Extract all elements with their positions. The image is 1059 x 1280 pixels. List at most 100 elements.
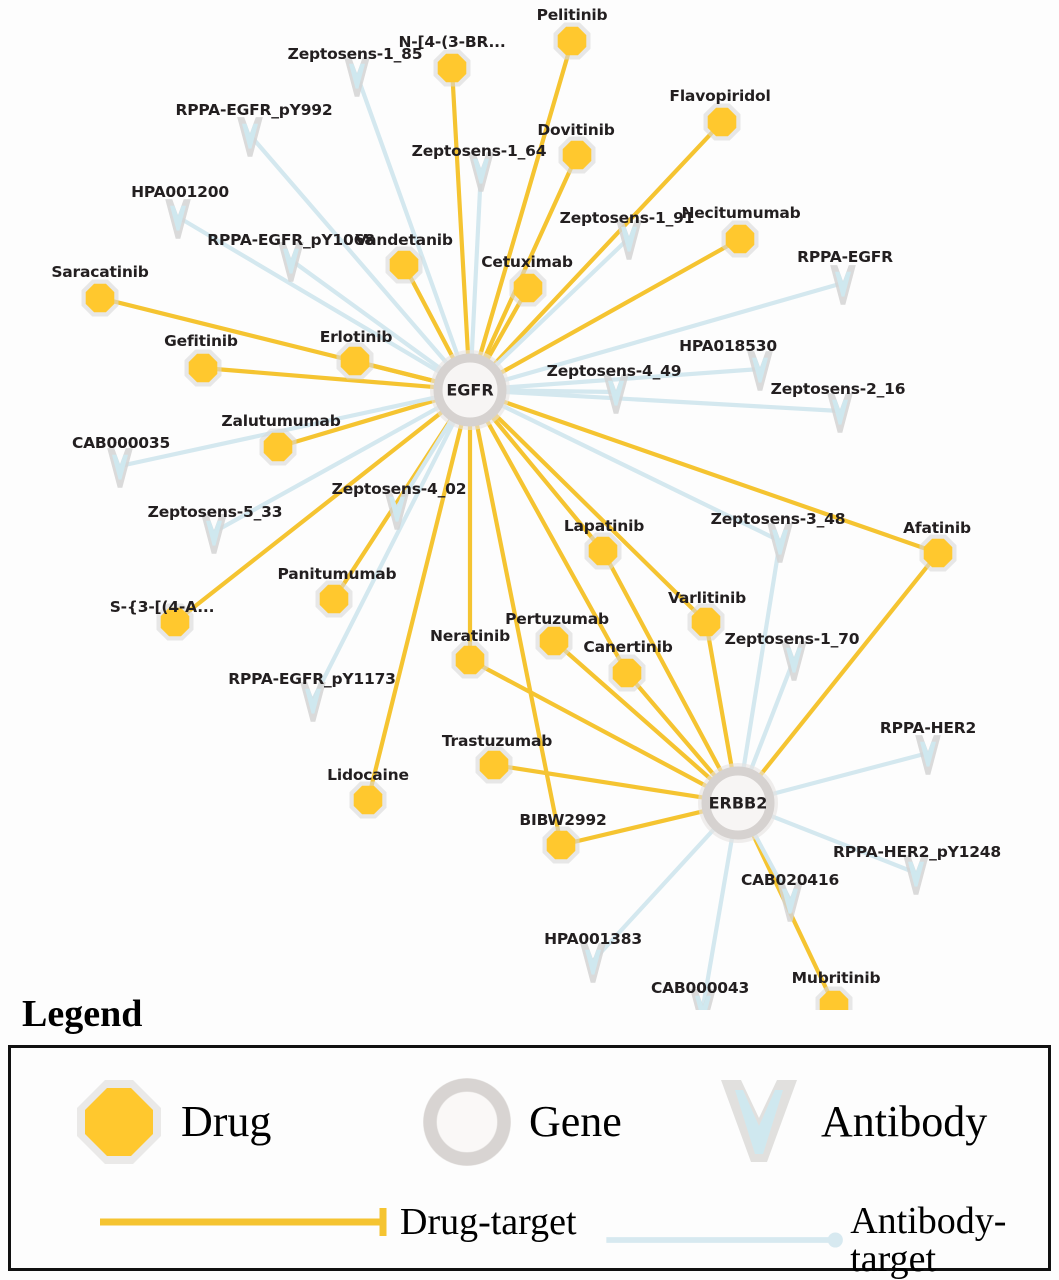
antibody-node[interactable] bbox=[772, 529, 788, 555]
drug-node[interactable] bbox=[539, 626, 569, 656]
antibody-target-edge bbox=[469, 167, 484, 362]
legend-shape-row: Drug Gene Antibody bbox=[11, 1066, 1048, 1176]
antibody-node[interactable] bbox=[835, 271, 851, 297]
drug-target-edge bbox=[600, 548, 726, 778]
antibody-node[interactable] bbox=[920, 741, 936, 767]
drug-node[interactable] bbox=[188, 353, 218, 383]
drug-node[interactable] bbox=[85, 283, 115, 313]
antibody-target-edge bbox=[247, 132, 452, 369]
drug-target-edge bbox=[467, 657, 713, 791]
antibody-node[interactable] bbox=[170, 205, 186, 231]
antibody-target-edge bbox=[211, 402, 445, 535]
edges-layer bbox=[97, 38, 941, 1010]
gene-label-egfr: EGFR bbox=[446, 380, 494, 400]
drug-node[interactable] bbox=[612, 658, 642, 688]
drug-node[interactable] bbox=[557, 26, 587, 56]
antibody-node[interactable] bbox=[242, 123, 258, 149]
drug-target-edge bbox=[487, 411, 606, 554]
drug-target-edge bbox=[482, 415, 630, 676]
antibody-target-edge bbox=[764, 812, 919, 876]
drug-target-edge bbox=[494, 236, 743, 377]
drug-node[interactable] bbox=[340, 346, 370, 376]
drug-node[interactable] bbox=[707, 107, 737, 137]
drug-node[interactable] bbox=[160, 607, 190, 637]
drug-target-edge bbox=[275, 396, 443, 450]
drug-target-edge bbox=[703, 619, 735, 775]
drug-node[interactable] bbox=[319, 584, 349, 614]
legend-label-antibody: Antibody bbox=[821, 1097, 988, 1146]
antibody-node[interactable] bbox=[283, 248, 299, 274]
drug-nodes-layer bbox=[81, 22, 957, 1010]
antibody-node[interactable] bbox=[206, 520, 222, 546]
antibody-node[interactable] bbox=[786, 647, 802, 673]
antibody-target-edge bbox=[700, 831, 735, 1010]
drug-node[interactable] bbox=[353, 785, 383, 815]
drug-node[interactable] bbox=[562, 140, 592, 170]
antibody-node[interactable] bbox=[782, 888, 798, 914]
drug-target-edge bbox=[551, 638, 717, 785]
drug-node[interactable] bbox=[588, 536, 618, 566]
antibody-target-edge bbox=[288, 257, 448, 374]
antibody-target-edge bbox=[498, 366, 763, 390]
antibody-target-edge bbox=[498, 389, 843, 414]
gene-ring-icon bbox=[423, 1078, 511, 1166]
drug-target-edge bbox=[624, 670, 720, 782]
drug-node[interactable] bbox=[389, 250, 419, 280]
antibody-node[interactable] bbox=[695, 995, 711, 1010]
drug-node[interactable] bbox=[923, 538, 953, 568]
antibody-node[interactable] bbox=[389, 496, 405, 522]
antibody-target-edge bbox=[310, 415, 459, 703]
drug-target-edge bbox=[755, 550, 941, 781]
antibody-target-edge bbox=[354, 72, 462, 363]
antibody-node[interactable] bbox=[305, 688, 321, 714]
drug-node[interactable] bbox=[455, 645, 485, 675]
antibody-target-edge bbox=[495, 401, 783, 544]
antibody-chevron-icon bbox=[721, 1080, 797, 1162]
legend-item-gene: Gene bbox=[419, 1074, 622, 1170]
drug-node[interactable] bbox=[479, 750, 509, 780]
antibody-node[interactable] bbox=[585, 949, 601, 975]
antibody-node[interactable] bbox=[908, 861, 924, 887]
legend-label-drug: Drug bbox=[181, 1097, 272, 1146]
antibody-node[interactable] bbox=[832, 399, 848, 425]
legend-item-antibody: Antibody bbox=[711, 1074, 987, 1170]
drug-target-edge bbox=[491, 762, 710, 801]
drug-target-edge bbox=[489, 119, 725, 370]
drug-node[interactable] bbox=[546, 830, 576, 860]
drug-target-edge bbox=[480, 152, 580, 364]
drug-target-edge bbox=[490, 409, 709, 625]
legend-label-gene: Gene bbox=[529, 1097, 622, 1146]
antibody-target-edge bbox=[740, 538, 783, 775]
drug-node[interactable] bbox=[691, 607, 721, 637]
antibody-nodes-layer bbox=[107, 57, 941, 1010]
antibody-node[interactable] bbox=[349, 63, 365, 89]
drug-target-edge-icon bbox=[100, 1208, 387, 1236]
antibody-node[interactable] bbox=[752, 357, 768, 383]
drug-target-edge bbox=[200, 365, 442, 390]
drug-node[interactable] bbox=[725, 224, 755, 254]
drug-target-edge bbox=[476, 38, 575, 363]
network-graph-canvas bbox=[81, 22, 957, 1010]
drug-target-edge bbox=[497, 398, 941, 556]
drug-node[interactable] bbox=[263, 432, 293, 462]
legend-line-row: Drug-target Antibody-target bbox=[11, 1196, 1048, 1278]
antibody-node[interactable] bbox=[473, 158, 489, 184]
drug-node[interactable] bbox=[437, 53, 467, 83]
antibody-node[interactable] bbox=[621, 226, 637, 252]
antibody-node[interactable] bbox=[608, 380, 624, 406]
antibody-target-edge bbox=[765, 750, 931, 798]
drug-node[interactable] bbox=[819, 990, 849, 1010]
gene-label-erbb2: ERBB2 bbox=[708, 793, 768, 813]
drug-target-edge bbox=[558, 808, 710, 848]
legend-item-drug-target: Drug-target bbox=[96, 1202, 577, 1242]
antibody-node[interactable] bbox=[112, 454, 128, 480]
drug-target-edge bbox=[365, 417, 465, 803]
drug-octagon-icon bbox=[77, 1080, 161, 1164]
antibody-target-edge bbox=[747, 656, 797, 777]
legend-label-antibody-target: Antibody-target bbox=[850, 1200, 1007, 1280]
drug-node[interactable] bbox=[513, 273, 543, 303]
antibody-target-edge bbox=[497, 280, 846, 384]
legend-item-antibody-target: Antibody-target bbox=[603, 1202, 1053, 1278]
antibody-target-edge bbox=[490, 235, 632, 371]
